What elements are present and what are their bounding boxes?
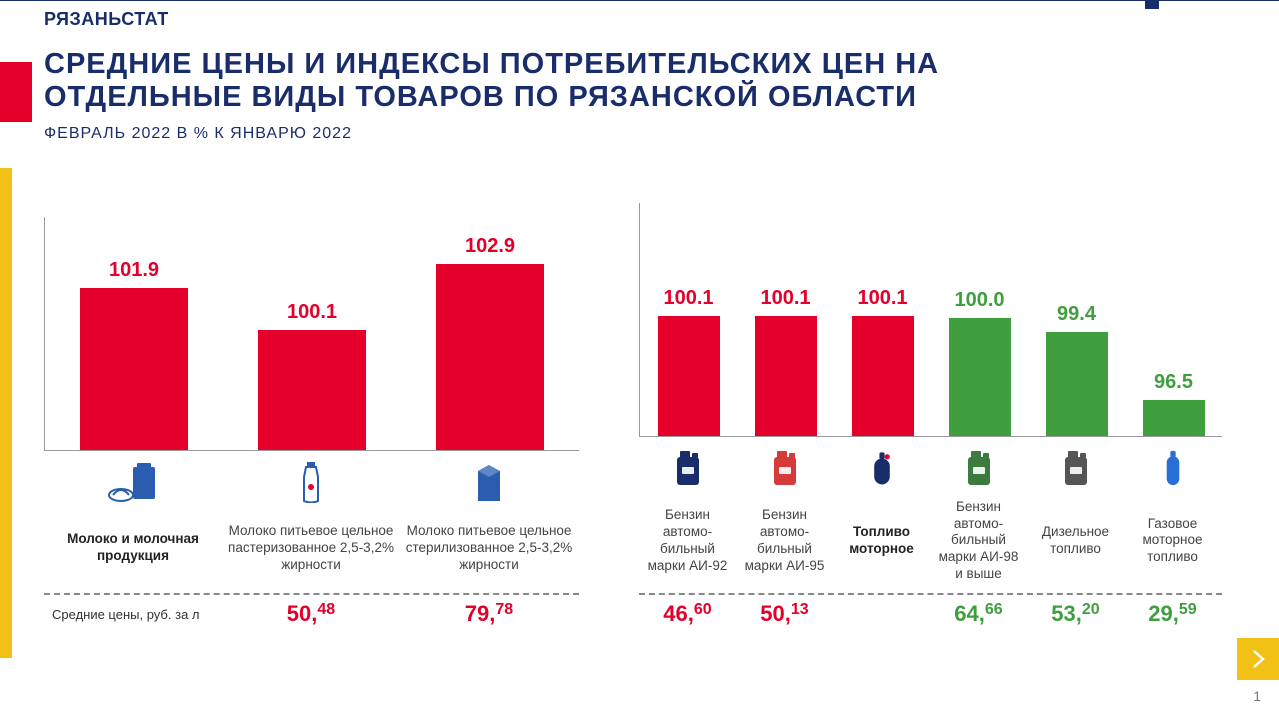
price-value: 50,13	[736, 601, 833, 627]
gas-cylinder-icon	[1124, 445, 1221, 491]
price-value: 79,78	[400, 601, 578, 627]
bar-value-label: 99.4	[1057, 303, 1096, 326]
price-value: 53,20	[1027, 601, 1124, 627]
page-body: СРЕДНИЕ ЦЕНЫ И ИНДЕКСЫ ПОТРЕБИТЕЛЬСКИХ Ц…	[0, 30, 1279, 710]
bar-value-label: 102.9	[465, 235, 515, 258]
page-number: 1	[1253, 688, 1261, 704]
bar-cell: 101.9	[45, 259, 223, 450]
price-value: 46,60	[639, 601, 736, 627]
canister-icon	[1027, 445, 1124, 491]
bar	[80, 288, 188, 450]
category-label: Молоко питьевое цельное пастеризованное …	[222, 513, 400, 583]
bar-cell: 96.5	[1125, 371, 1222, 435]
bar-cell: 100.0	[931, 289, 1028, 436]
price-value: 64,66	[930, 601, 1027, 627]
category-label: Молоко питьевое цельное стерилизованное …	[400, 513, 578, 583]
carton-icon	[400, 459, 578, 505]
bar-cell: 100.1	[640, 287, 737, 436]
bar	[755, 316, 817, 436]
icons-row	[44, 459, 579, 505]
category-label: Молоко и молочная продукция	[44, 513, 222, 583]
canister-icon	[930, 445, 1027, 491]
title-line-1: СРЕДНИЕ ЦЕНЫ И ИНДЕКСЫ ПОТРЕБИТЕЛЬСКИХ Ц…	[44, 48, 939, 80]
fuel-chart: 100.1 100.1 100.1 100.0 99.4 96.5 Бензин автом…	[639, 203, 1222, 627]
icons-row	[639, 445, 1222, 491]
price-caption: Средние цены, руб. за л	[44, 607, 222, 622]
price-value: 50,48	[222, 601, 400, 627]
next-page-button[interactable]	[1237, 638, 1279, 680]
bottle-icon	[222, 459, 400, 505]
page-subtitle: ФЕВРАЛЬ 2022 В % К ЯНВАРЮ 2022	[44, 125, 1235, 143]
bar	[852, 316, 914, 436]
dashed-divider	[44, 593, 579, 595]
prices-row: Средние цены, руб. за л50,4879,78	[44, 601, 579, 627]
labels-row: Бензин автомо-бильный марки АИ-92Бензин …	[639, 499, 1222, 583]
canister-icon	[736, 445, 833, 491]
category-label: Топливо моторное	[833, 499, 930, 583]
top-rule	[0, 0, 1279, 3]
prices-row: 46,6050,13 64,6653,2029,59	[639, 601, 1222, 627]
bar	[436, 264, 544, 450]
milk-group-icon	[44, 459, 222, 505]
bar-cell: 99.4	[1028, 303, 1125, 436]
bar-value-label: 100.1	[760, 287, 810, 310]
bars-row: 101.9 100.1 102.9	[44, 217, 579, 451]
gas-tank-icon	[833, 445, 930, 491]
bar	[1143, 400, 1205, 435]
category-label: Бензин автомо-бильный марки АИ-95	[736, 499, 833, 583]
page-title: СРЕДНИЕ ЦЕНЫ И ИНДЕКСЫ ПОТРЕБИТЕЛЬСКИХ Ц…	[44, 48, 1235, 115]
charts-container: 101.9 100.1 102.9 Молоко и молочная продукц…	[44, 203, 1235, 627]
bar-value-label: 100.1	[287, 301, 337, 324]
category-label: Дизельное топливо	[1027, 499, 1124, 583]
title-line-2: ОТДЕЛЬНЫЕ ВИДЫ ТОВАРОВ ПО РЯЗАНСКОЙ ОБЛА…	[44, 81, 917, 113]
brand-label: РЯЗАНЬСТАТ	[0, 3, 1279, 30]
price-value: 29,59	[1124, 601, 1221, 627]
bar-value-label: 101.9	[109, 259, 159, 282]
bar-cell: 102.9	[401, 235, 579, 450]
chevron-right-icon	[1247, 648, 1269, 670]
bar	[658, 316, 720, 436]
bar	[258, 330, 366, 450]
labels-row: Молоко и молочная продукцияМолоко питьев…	[44, 513, 579, 583]
bar	[949, 318, 1011, 436]
canister-icon	[639, 445, 736, 491]
milk-chart: 101.9 100.1 102.9 Молоко и молочная продукц…	[44, 217, 579, 627]
category-label: Бензин автомо-бильный марки АИ-92	[639, 499, 736, 583]
bar-value-label: 100.1	[663, 287, 713, 310]
bar-cell: 100.1	[834, 287, 931, 436]
bar-value-label: 100.0	[954, 289, 1004, 312]
bar-value-label: 96.5	[1154, 371, 1193, 394]
category-label: Газовое моторное топливо	[1124, 499, 1221, 583]
category-label: Бензин автомо-бильный марки АИ-98 и выше	[930, 499, 1027, 583]
bar	[1046, 332, 1108, 436]
bar-cell: 100.1	[223, 301, 401, 450]
dashed-divider	[639, 593, 1222, 595]
bars-row: 100.1 100.1 100.1 100.0 99.4 96.5	[639, 203, 1222, 437]
bar-cell: 100.1	[737, 287, 834, 436]
bar-value-label: 100.1	[857, 287, 907, 310]
